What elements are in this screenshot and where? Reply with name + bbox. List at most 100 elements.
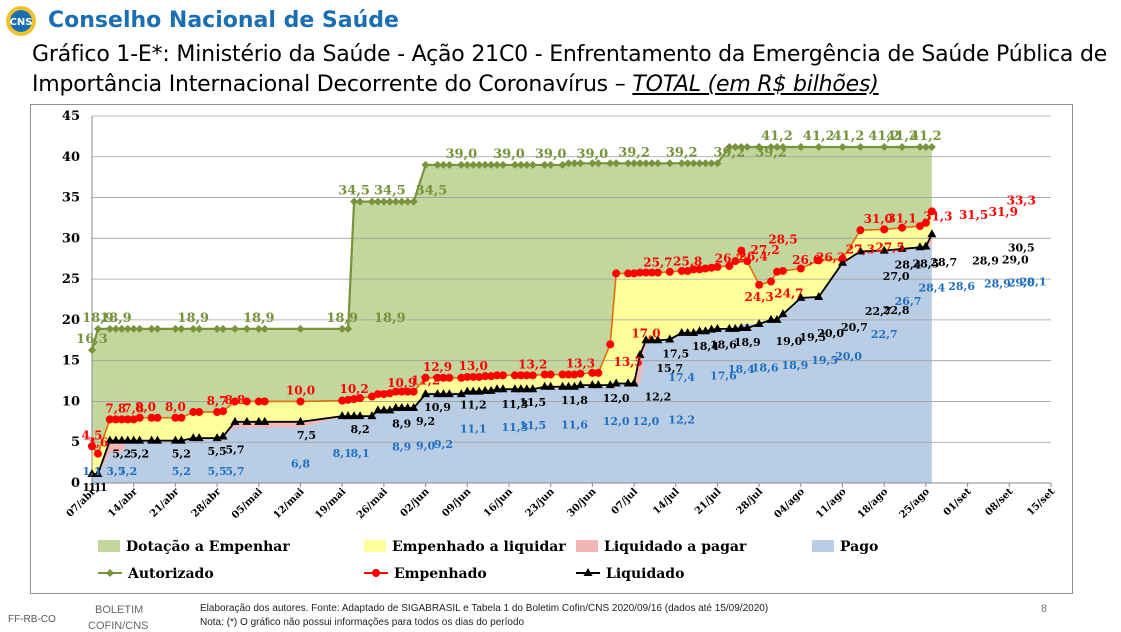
marker-autorizado [743, 142, 752, 151]
data-label-pago: 17,4 [668, 371, 695, 384]
data-label-liquidado: 28,4 [895, 258, 922, 271]
data-label-liquidado: 18,4 [692, 340, 719, 353]
data-label-autorizado: 18,9 [100, 311, 132, 326]
x-tick-label: 28/abr [190, 486, 224, 520]
data-label-autorizado: 39,2 [714, 145, 746, 160]
data-label-autorizado: 18,9 [177, 311, 209, 326]
marker-empenhado [457, 373, 466, 382]
marker-liquidado [641, 335, 651, 344]
data-label-empenhado: 31,5 [959, 208, 988, 222]
marker-empenhado [93, 449, 102, 458]
data-label-empenhado: 8,7 [207, 394, 228, 408]
marker-liquidado [623, 378, 633, 387]
x-tick-label: 19/mai [313, 486, 348, 521]
marker-liquidado [93, 469, 103, 478]
data-label-liquidado: 5,7 [225, 444, 244, 457]
marker-liquidado [105, 435, 115, 444]
data-label-empenhado: 13,5 [613, 355, 642, 369]
marker-autorizado [588, 159, 597, 168]
data-label-liquidado: 29,0 [1002, 253, 1029, 266]
marker-empenhado [105, 415, 114, 424]
marker-empenhado [135, 413, 144, 422]
marker-liquidado [456, 389, 466, 398]
legend-swatch [576, 540, 598, 552]
marker-autorizado [737, 142, 746, 151]
marker-liquidado [754, 318, 764, 327]
marker-liquidado [724, 323, 734, 332]
marker-autorizado [653, 159, 662, 168]
marker-liquidado [337, 411, 347, 420]
marker-empenhado [373, 390, 382, 399]
marker-autorizado [177, 324, 186, 333]
marker-empenhado [344, 395, 353, 404]
data-label-empenhado: 24,3 [745, 290, 774, 304]
marker-autorizado [558, 160, 567, 169]
data-label-autorizado: 41,2 [803, 129, 835, 144]
marker-liquidado [683, 327, 693, 336]
marker-empenhado [189, 408, 198, 417]
x-tick-label: 14/abr [106, 486, 140, 520]
marker-liquidado [480, 385, 490, 394]
marker-liquidado [438, 389, 448, 398]
data-label-empenhado: 8,0 [135, 400, 156, 414]
x-tick-label: 07/jul [610, 486, 641, 517]
y-tick-label: 40 [62, 150, 80, 165]
marker-liquidado [379, 405, 389, 414]
marker-autorizado [457, 160, 466, 169]
marker-empenhado [147, 413, 156, 422]
data-label-pago: 8,1 [333, 447, 352, 460]
marker-empenhado [576, 369, 585, 378]
marker-empenhado [701, 264, 710, 273]
marker-autorizado [856, 142, 865, 151]
org-name: Conselho Nacional de Saúde [48, 8, 399, 33]
marker-autorizado [576, 159, 585, 168]
marker-autorizado [135, 324, 144, 333]
marker-autorizado [213, 324, 222, 333]
x-tick-label: 09/jun [440, 486, 474, 520]
marker-liquidado [516, 384, 526, 393]
legend-item: Pago [812, 539, 878, 555]
marker-empenhado [219, 407, 228, 416]
marker-liquidado [349, 411, 359, 420]
marker-empenhado [296, 397, 305, 406]
marker-empenhado [915, 222, 924, 231]
marker-liquidado [444, 389, 454, 398]
marker-autorizado [755, 142, 764, 151]
marker-empenhado [778, 266, 787, 275]
marker-empenhado [242, 397, 251, 406]
data-label-liquidado: 17,5 [662, 347, 689, 360]
marker-empenhado [510, 371, 519, 380]
legend-swatch [98, 540, 120, 552]
marker-liquidado [736, 323, 746, 332]
cns-logo: CNS [6, 6, 36, 36]
data-label-empenhado: 7,8 [123, 401, 144, 415]
data-label-pago: 18,4 [728, 363, 755, 376]
marker-empenhado [117, 415, 126, 424]
y-tick-label: 10 [62, 394, 80, 409]
marker-autorizado [356, 197, 365, 206]
legend-marker [372, 569, 380, 577]
data-label-pago: 22,7 [871, 328, 898, 341]
x-tick-label: 21/abr [148, 486, 182, 520]
marker-autorizado [242, 324, 251, 333]
data-label-pago: 5,2 [118, 465, 137, 478]
data-label-empenhado: 33,3 [1007, 193, 1036, 207]
marker-liquidado [546, 381, 556, 390]
marker-liquidado [677, 327, 687, 336]
marker-empenhado [564, 370, 573, 379]
marker-liquidado [129, 435, 139, 444]
y-tick-label: 35 [62, 191, 80, 206]
marker-liquidado [242, 416, 252, 425]
marker-liquidado [432, 389, 442, 398]
marker-liquidado [838, 257, 848, 266]
marker-autorizado [612, 159, 621, 168]
data-label-pago: 5,2 [172, 465, 191, 478]
marker-autorizado [695, 159, 704, 168]
data-label-pago: 20,0 [835, 350, 862, 363]
marker-autorizado [481, 160, 490, 169]
marker-autorizado [254, 324, 263, 333]
marker-autorizado [927, 142, 936, 151]
marker-autorizado [570, 159, 579, 168]
legend-label: Liquidado [606, 566, 684, 582]
data-label-empenhado: 13,2 [518, 357, 547, 371]
